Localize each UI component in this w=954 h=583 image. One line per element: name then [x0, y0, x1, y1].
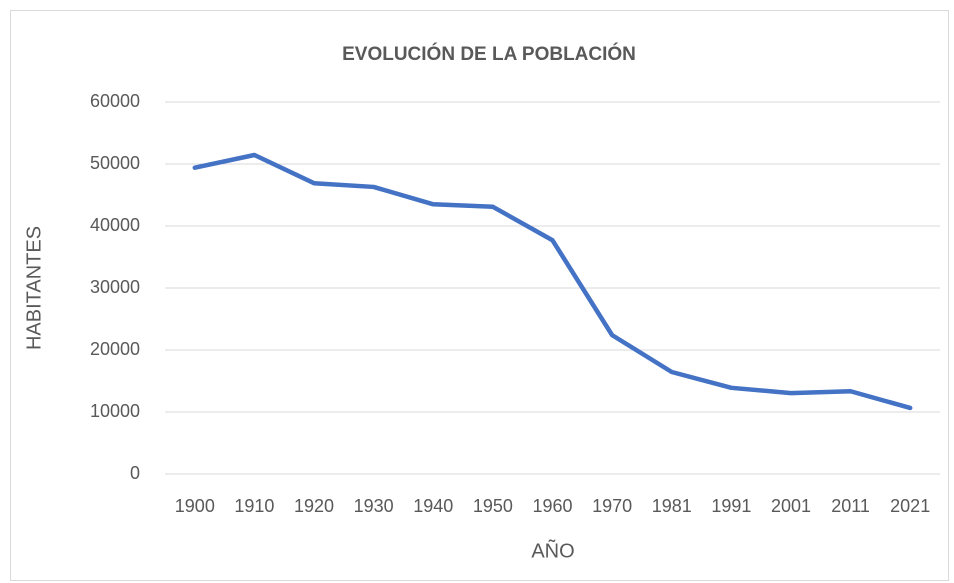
chart-title: EVOLUCIÓN DE LA POBLACIÓN: [342, 43, 636, 65]
y-tick-label: 50000: [90, 153, 140, 173]
y-tick-label: 20000: [90, 339, 140, 359]
x-axis-label: AÑO: [531, 538, 574, 562]
x-tick-label: 2021: [890, 496, 930, 516]
x-tick-label: 1960: [532, 496, 572, 516]
x-tick-label: 1991: [711, 496, 751, 516]
chart-border: [10, 10, 949, 581]
y-axis-label: HABITANTES: [23, 226, 45, 350]
x-tick-label: 1981: [652, 496, 692, 516]
x-tick-label: 1910: [234, 496, 274, 516]
x-tick-label: 1920: [294, 496, 334, 516]
y-tick-label: 40000: [90, 215, 140, 235]
x-tick-label: 1950: [473, 496, 513, 516]
x-tick-label: 1930: [354, 496, 394, 516]
y-tick-label: 30000: [90, 277, 140, 297]
x-tick-label: 2011: [831, 496, 870, 516]
data-line: [192, 152, 913, 411]
y-tick-label: 0: [130, 463, 140, 483]
y-tick-label: 60000: [90, 91, 140, 111]
y-tick-label: 10000: [90, 401, 140, 421]
x-tick-label: 1900: [175, 496, 215, 516]
x-tick-label: 2001: [771, 496, 811, 516]
x-tick-label: 1940: [413, 496, 453, 516]
x-tick-label: 1970: [592, 496, 632, 516]
